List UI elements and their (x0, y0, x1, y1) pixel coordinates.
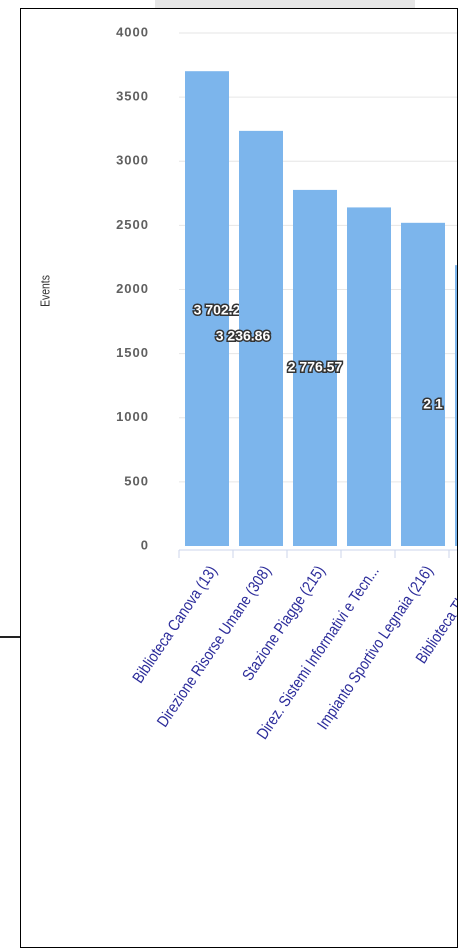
y-tick-label: 500 (124, 473, 149, 488)
data-label: 3 236.86 (216, 328, 271, 344)
y-tick-label: 2000 (116, 281, 149, 296)
y-tick-label: 0 (141, 537, 149, 552)
bar (401, 222, 445, 546)
y-tick-label: 3000 (116, 153, 149, 168)
y-tick-label: 1000 (116, 409, 149, 424)
data-label: 2 776.57 (288, 359, 343, 375)
chart: Events 05001000150020002500300035004000B… (38, 24, 457, 743)
y-tick-label: 1500 (116, 345, 149, 360)
bar (347, 207, 391, 547)
data-label: 3 702.2 (194, 302, 241, 318)
bar (293, 189, 337, 546)
data-label: 2 1 (423, 396, 443, 412)
bar (455, 265, 457, 546)
background-line (0, 636, 21, 638)
y-tick-label: 4000 (116, 24, 149, 39)
y-axis-label: Events (38, 275, 52, 307)
background-bar (155, 0, 415, 8)
y-tick-label: 2500 (116, 217, 149, 232)
x-tick-label: Direzione Risorse Umane (308) (154, 563, 275, 730)
bar (239, 130, 283, 546)
y-tick-label: 3500 (116, 89, 149, 104)
chart-frame: Events 0 500 1000 1500 2000 2500 3000 3500 4000 B… (20, 8, 458, 948)
bar (185, 71, 229, 547)
